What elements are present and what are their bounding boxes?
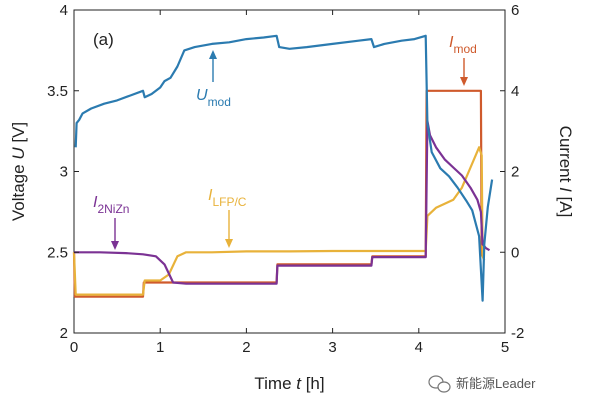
annotation-label: Umod [196, 87, 231, 109]
annotation-main: U [196, 87, 208, 104]
series-line-i-2nizn [74, 119, 491, 285]
y-axis-right-label-suffix: [A] [556, 192, 575, 218]
panel-label: (a) [93, 30, 114, 49]
plot-frame [73, 9, 506, 334]
y-right-tick-label: 6 [511, 2, 519, 19]
watermark: 新能源Leader [428, 375, 536, 393]
y-axis-right-label-var: I [556, 187, 575, 192]
annotation-arrow-head [209, 50, 217, 59]
x-axis-label-suffix: [h] [301, 374, 325, 393]
annotation-main: I [208, 187, 213, 204]
y-right-tick-label: 0 [511, 244, 519, 261]
y-axis-left-label: Voltage U [V] [9, 122, 28, 221]
x-tick-label: 4 [415, 339, 423, 356]
x-tick-label: 3 [328, 339, 336, 356]
y-right-tick-label: -2 [511, 325, 524, 342]
series-line-i-lfp [72, 146, 486, 296]
annotation-label: I2NiZn [93, 194, 129, 216]
annotation-label: ILFP/C [208, 187, 247, 209]
annotation-label: Imod [449, 34, 477, 56]
y-right-tick-label: 4 [511, 83, 519, 100]
annotation-sub: LFP/C [212, 195, 246, 209]
series-line-u-mod [74, 34, 494, 302]
y-right-tick-label: 2 [511, 164, 519, 181]
y-left-tick-label: 3 [60, 164, 68, 181]
y-axis-left-label-suffix: [V] [9, 122, 28, 148]
annotation-sub: 2NiZn [97, 202, 129, 216]
x-tick-label: 0 [70, 339, 78, 356]
x-axis-label: Time t [h] [254, 374, 324, 393]
annotation-u-mod: Umod [196, 50, 231, 109]
annotation-sub: mod [208, 95, 231, 109]
annotation-main: I [93, 194, 98, 211]
x-tick-label: 2 [242, 339, 250, 356]
watermark-text: 新能源Leader [456, 376, 536, 391]
y-left-tick-label: 4 [60, 2, 68, 19]
annotation-arrow-head [225, 239, 233, 248]
x-tick-label: 1 [156, 339, 164, 356]
y-axis-right-label-prefix: Current [556, 126, 575, 187]
annotation-main: I [449, 34, 454, 51]
y-axis-left-label-prefix: Voltage [9, 160, 28, 221]
annotation-arrow-head [111, 241, 119, 250]
y-left-tick-label: 2.5 [47, 244, 68, 261]
annotation-i-mod: Imod [449, 34, 477, 86]
x-tick-label: 5 [501, 339, 509, 356]
x-axis-label-var: t [296, 374, 302, 393]
annotation-i-2nizn: I2NiZn [93, 194, 129, 250]
series-layer [72, 34, 494, 302]
annotation-i-lfp: ILFP/C [208, 187, 247, 248]
y-left-tick-label: 3.5 [47, 83, 68, 100]
y-axis-left-label-var: U [9, 147, 28, 160]
x-axis-label-prefix: Time [254, 374, 296, 393]
annotation-arrow-head [460, 77, 468, 86]
annotation-sub: mod [453, 42, 476, 56]
y-left-tick-label: 2 [60, 325, 68, 342]
y-axis-right-label: Current I [A] [556, 126, 575, 218]
wechat-icon [428, 375, 451, 393]
